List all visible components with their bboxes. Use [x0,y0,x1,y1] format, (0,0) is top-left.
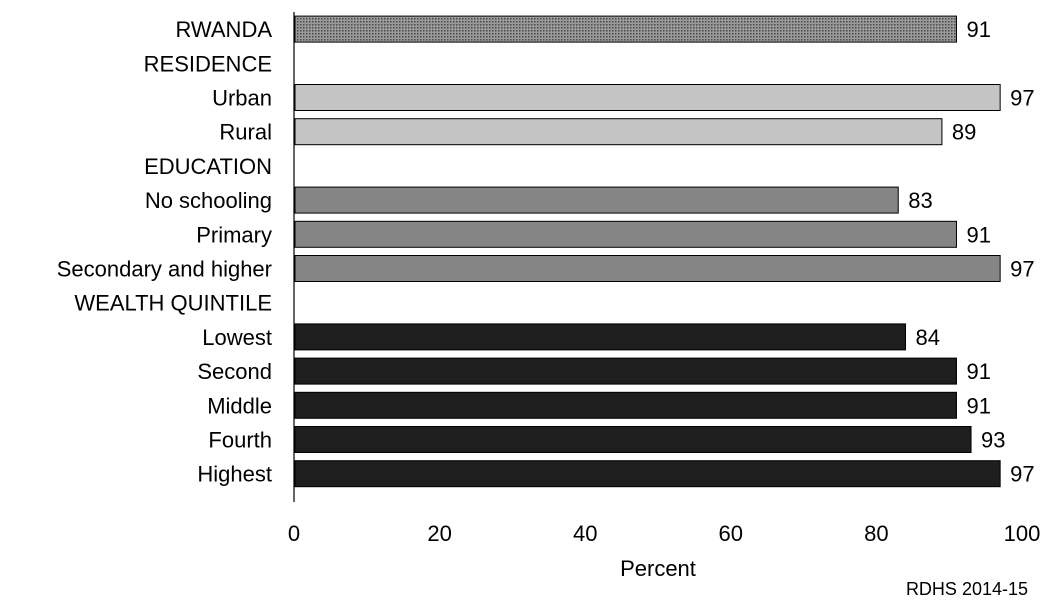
source-note: RDHS 2014-15 [905,579,1028,599]
bar-second [294,357,957,385]
bar-rwanda [294,15,957,43]
row-label-highest: Highest [197,462,272,487]
value-label-middle: 91 [966,393,990,418]
value-label-fourth: 93 [981,428,1005,453]
bars-layer [294,15,1001,488]
row-label-wealth-quintile: WEALTH QUINTILE [74,291,272,316]
bar-rural [294,118,943,146]
value-label-secondary-and-higher: 97 [1010,257,1034,282]
row-label-rural: Rural [219,120,272,145]
x-axis-title: Percent [620,556,696,581]
row-labels: RWANDA RESIDENCE Urban Rural EDUCATION No sch… [57,17,273,487]
bar-fourth [294,426,972,453]
value-label-second: 91 [966,359,990,384]
row-label-urban: Urban [212,86,272,111]
row-label-fourth: Fourth [208,428,272,453]
row-label-second: Second [197,359,272,384]
bar-lowest [294,323,907,351]
row-label-secondary-and-higher: Secondary and higher [57,257,272,282]
bar-middle [294,391,957,419]
value-label-primary: 91 [966,222,990,247]
bar-primary [294,220,957,248]
value-label-urban: 97 [1010,86,1034,111]
bar-highest [294,460,1001,488]
x-tick-40: 40 [573,521,597,546]
bar-no-schooling [294,186,899,214]
x-tick-60: 60 [719,521,743,546]
bar-urban [294,84,1001,111]
value-label-rwanda: 91 [966,17,990,42]
row-label-middle: Middle [207,393,272,418]
row-label-no-schooling: No schooling [145,188,272,213]
value-label-lowest: 84 [916,325,940,350]
value-label-highest: 97 [1010,462,1034,487]
row-label-residence: RESIDENCE [144,51,272,76]
x-tick-80: 80 [864,521,888,546]
row-label-education: EDUCATION [144,154,272,179]
row-label-lowest: Lowest [202,325,272,350]
x-tick-100: 100 [1004,521,1041,546]
bar-secondary-and-higher [294,255,1001,282]
row-label-rwanda: RWANDA [175,17,272,42]
row-label-primary: Primary [196,222,272,247]
x-axis-ticks: 0 20 40 60 80 100 [288,521,1040,546]
value-label-no-schooling: 83 [908,188,932,213]
value-label-rural: 89 [952,120,976,145]
x-tick-20: 20 [427,521,451,546]
x-tick-0: 0 [288,521,300,546]
